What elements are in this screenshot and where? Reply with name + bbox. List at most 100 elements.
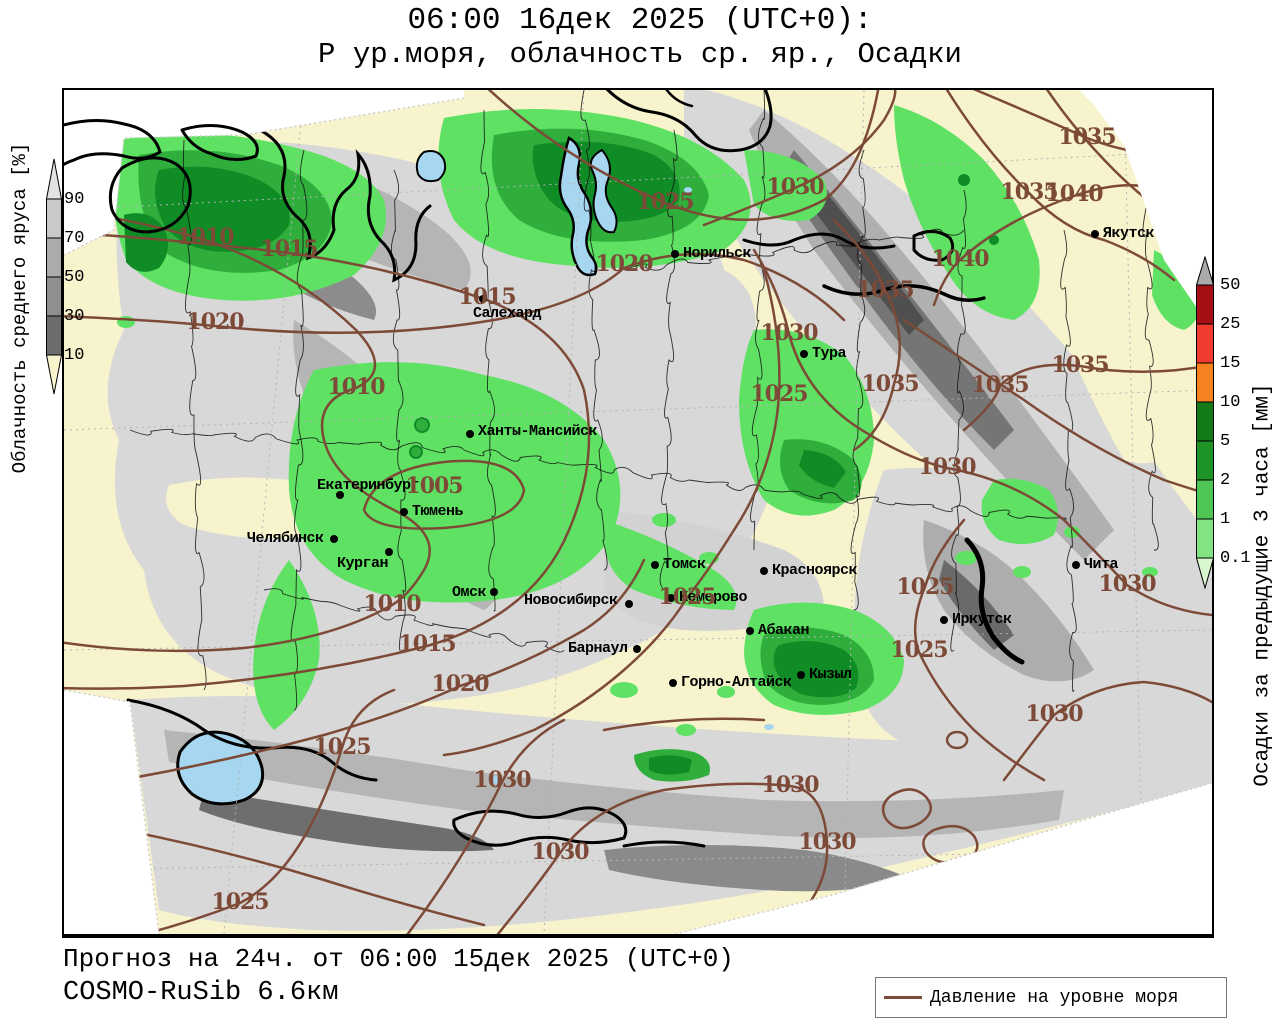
isobar-label: 1025	[313, 734, 371, 760]
city-dot	[1072, 561, 1080, 569]
admin-border-line	[480, 109, 496, 612]
isobar-label: 1030	[918, 454, 976, 480]
isobar-label: 1010	[176, 224, 234, 250]
city-label: Новосибирск	[524, 592, 618, 609]
isobar-label: 1035	[856, 277, 914, 303]
city-label: Кемерово	[679, 589, 748, 606]
city-dot	[633, 645, 641, 653]
colorbar-tick-label: 2	[1220, 471, 1231, 490]
city-label: Ханты-Мансийск	[478, 423, 598, 440]
isobar-label: 1035	[1058, 124, 1116, 150]
isobar-label: 1025	[890, 637, 948, 663]
isobar-label: 1020	[431, 671, 489, 697]
pressure-line-sample	[884, 996, 922, 999]
isobar-label: 1035	[861, 371, 919, 397]
cloudiness-colorbar	[46, 158, 62, 395]
isobar-label: 1010	[363, 591, 421, 617]
colorbar-tick-label: 70	[64, 229, 85, 248]
city-dot	[797, 671, 805, 679]
city-label: Абакан	[758, 622, 810, 639]
isobar-label: 1025	[750, 381, 808, 407]
domain-mask	[64, 90, 1212, 934]
city-label: Красноярск	[772, 562, 858, 579]
pressure-legend: Давление на уровне моря	[875, 977, 1227, 1018]
colorbar-tick-label: 50	[1220, 276, 1241, 295]
isobar-label: 1015	[398, 631, 456, 657]
colorbar-tick-label: 30	[64, 307, 85, 326]
city-label: Якутск	[1103, 225, 1155, 242]
city-label: Иркутск	[952, 611, 1012, 628]
isobar-label: 1035	[971, 372, 1029, 398]
cloudiness-axis-title-text: Облачность среднего яруса [%]	[9, 142, 31, 474]
isobar-label: 1035	[1000, 179, 1058, 205]
city-dot	[940, 616, 948, 624]
isobar-label: 1025	[211, 889, 269, 915]
isobar-label: 1040	[1045, 181, 1103, 207]
city-label: Омск	[452, 584, 487, 601]
colorbar-tick-label: 5	[1220, 432, 1231, 451]
precip-colorbar	[1196, 256, 1214, 589]
colorbar-tick-label: 10	[1220, 393, 1241, 412]
isobar-label: 1020	[186, 309, 244, 335]
city-dot	[746, 627, 754, 635]
city-dot	[385, 548, 393, 556]
city-label: Барнаул	[568, 640, 628, 657]
city-label: Челябинск	[247, 530, 324, 547]
admin-border-line	[1060, 229, 1077, 692]
isobar-label: 1040	[931, 246, 989, 272]
graticule-line	[843, 90, 865, 934]
city-label: Чита	[1084, 556, 1119, 573]
admin-border-line	[263, 588, 565, 653]
admin-border-line	[750, 90, 766, 551]
admin-border-line	[290, 149, 308, 711]
city-label: Тура	[812, 345, 847, 362]
admin-border-line	[463, 449, 765, 491]
title-variables: Р ур.моря, облачность ср. яр., Осадки	[318, 38, 962, 71]
admin-border-line	[950, 189, 967, 652]
isobar-label: 1030	[798, 829, 856, 855]
city-dot	[760, 567, 768, 575]
isobar-label: 1030	[761, 772, 819, 798]
forecast-lead-time: Прогноз на 24ч. от 06:00 15дек 2025 (UTC…	[63, 944, 734, 974]
city-label: Салехард	[473, 305, 542, 322]
city-dot	[330, 535, 338, 543]
precip-axis-title-text: Осадки за предыдущие 3 часа [мм]	[1251, 383, 1275, 787]
admin-border-line	[763, 489, 1067, 521]
isobar-label: 1015	[260, 236, 318, 262]
admin-border-line	[182, 139, 207, 691]
city-dot	[336, 491, 344, 499]
isobar-label: 1015	[458, 284, 516, 310]
coastline-outside-layer	[64, 118, 259, 234]
city-label: Екатеринбург	[317, 477, 420, 494]
isobar-label: 1025	[896, 574, 954, 600]
city-dot	[490, 588, 498, 596]
page-title: 06:00 16дек 2025 (UTC+0): Р ур.моря, обл…	[0, 4, 1280, 72]
isobar-label: 1005	[405, 473, 463, 499]
city-dot	[669, 679, 677, 687]
admin-border-line	[580, 90, 608, 571]
city-dot	[671, 250, 679, 258]
city-label: Томск	[663, 556, 706, 573]
pressure-legend-label: Давление на уровне моря	[930, 987, 1179, 1008]
colorbar-tick-label: 50	[64, 268, 85, 287]
isobar-label: 1025	[658, 584, 716, 610]
city-label: Курган	[337, 555, 389, 572]
graticule-lines	[64, 90, 1212, 934]
city-dot	[667, 594, 675, 602]
model-name: COSMO-RuSib 6.6км	[63, 978, 339, 1008]
city-label: Тюмень	[412, 503, 464, 520]
city-dot	[651, 561, 659, 569]
graticule-line	[1123, 90, 1145, 934]
colorbar-tick-label: 1	[1220, 510, 1231, 529]
city-dot	[479, 295, 487, 303]
city-label: Горно-Алтайск	[681, 674, 792, 691]
isobar-label: 1030	[1025, 701, 1083, 727]
colorbar-tick-label: 0.1	[1220, 549, 1251, 568]
isobar-label: 1030	[760, 320, 818, 346]
forecast-map: Норильск Салехард Тура Якутск Ханты-Мансийск…	[62, 88, 1214, 938]
city-dot	[466, 430, 474, 438]
city-dot	[800, 350, 808, 358]
isobar-label: 1035	[1051, 352, 1109, 378]
colorbar-tick-label: 90	[64, 190, 85, 209]
